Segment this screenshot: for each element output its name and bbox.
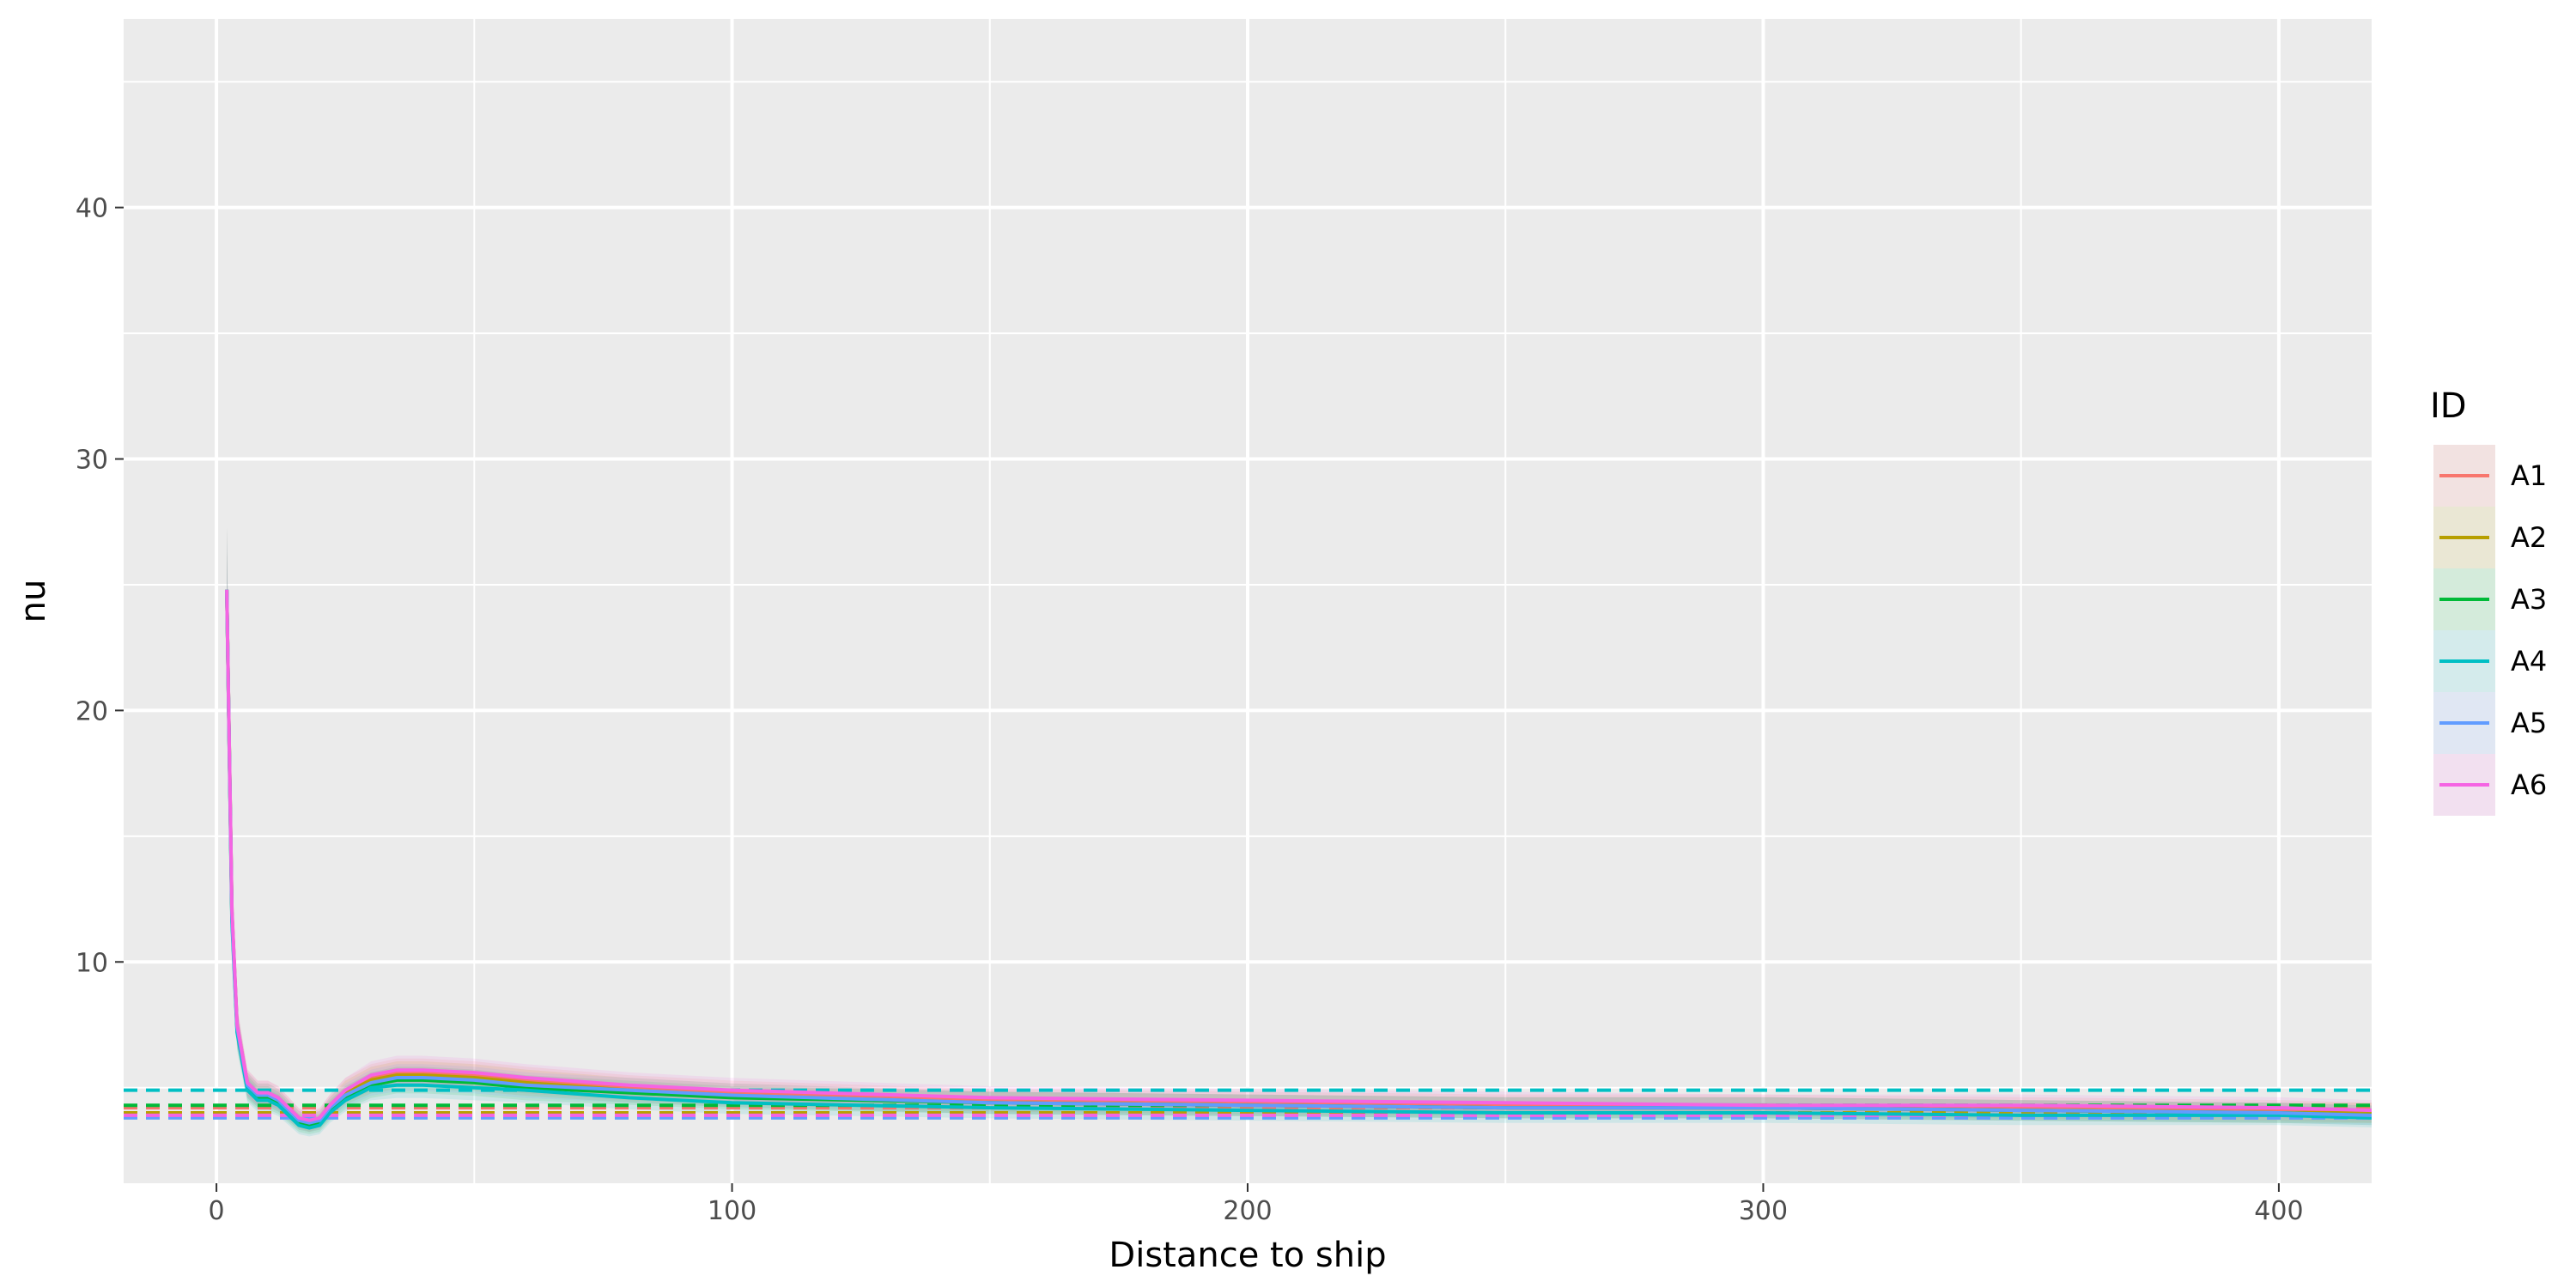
series-line-A5 xyxy=(225,589,2372,1125)
series-line-A4 xyxy=(225,589,2372,1130)
x-axis-title: Distance to ship xyxy=(1109,1236,1386,1275)
x-tick-label: 100 xyxy=(708,1196,756,1226)
legend-title: ID xyxy=(2430,386,2467,426)
legend-label-A6: A6 xyxy=(2511,769,2547,801)
legend-label-A3: A3 xyxy=(2511,583,2547,616)
y-tick-label: 40 xyxy=(76,194,108,224)
y-tick-label: 20 xyxy=(76,696,108,726)
y-axis-title: nu xyxy=(14,580,53,623)
legend-label-A2: A2 xyxy=(2511,521,2547,554)
x-tick-label: 300 xyxy=(1739,1196,1788,1226)
legend-label-A5: A5 xyxy=(2511,707,2547,739)
x-tick-label: 400 xyxy=(2254,1196,2303,1226)
legend: ID A1 A2 A3 A4 A5 A6 xyxy=(2430,386,2547,816)
y-tick-label: 30 xyxy=(76,446,108,476)
series-lines xyxy=(225,589,2372,1130)
x-tick-label: 0 xyxy=(209,1196,225,1226)
series-line-A6 xyxy=(225,589,2372,1122)
y-axis: 10 20 30 40 xyxy=(76,194,124,978)
x-axis: 0 100 200 300 400 xyxy=(209,1183,2304,1226)
x-tick-label: 200 xyxy=(1223,1196,1272,1226)
grid-major xyxy=(124,19,2372,1183)
legend-items: A1 A2 A3 A4 A5 A6 xyxy=(2433,445,2547,816)
legend-label-A4: A4 xyxy=(2511,645,2547,677)
y-tick-label: 10 xyxy=(76,948,108,978)
legend-label-A1: A1 xyxy=(2511,459,2547,492)
